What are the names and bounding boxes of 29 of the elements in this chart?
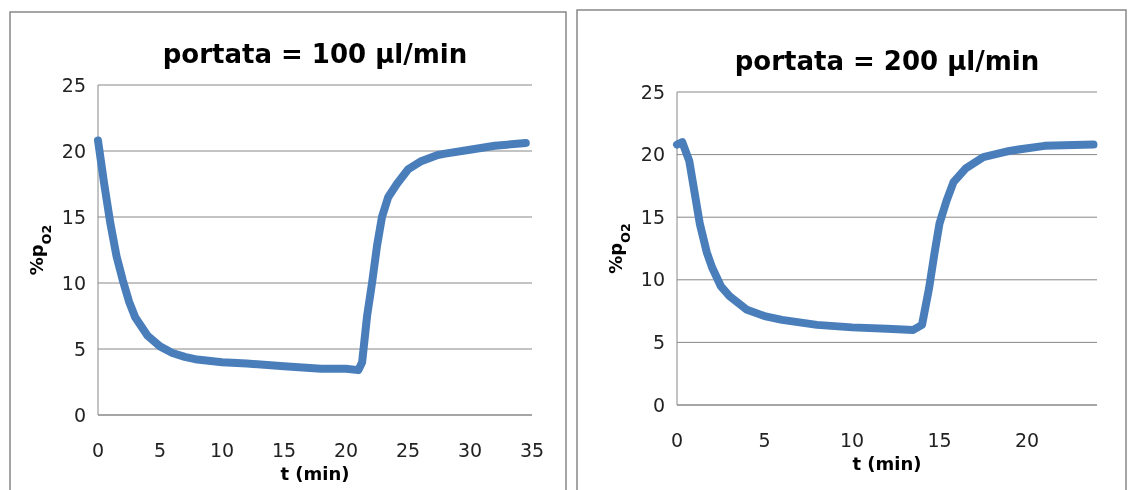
- x-tick-label: 15: [271, 438, 297, 461]
- x-tick-label: 20: [333, 438, 359, 461]
- y-tick-label: 0: [73, 403, 86, 426]
- y-tick-label: 15: [61, 205, 86, 228]
- x-tick-label: 0: [670, 428, 684, 451]
- x-tick-label: 0: [91, 438, 105, 461]
- x-tick-label: 5: [153, 438, 167, 461]
- x-tick-label: 15: [927, 428, 952, 451]
- x-axis-title: t (min): [280, 463, 350, 484]
- chart-title: portata = 100 µl/min: [162, 39, 468, 69]
- x-tick-label: 25: [395, 438, 421, 461]
- y-tick-label: 25: [640, 80, 665, 103]
- x-tick-label: 10: [839, 428, 865, 451]
- y-tick-label: 0: [652, 393, 665, 416]
- x-tick-label: 10: [209, 438, 235, 461]
- y-tick-label: 20: [640, 143, 665, 166]
- y-tick-label: 25: [61, 73, 86, 96]
- y-tick-label: 5: [652, 331, 665, 354]
- x-tick-label: 30: [457, 438, 483, 461]
- y-tick-label: 20: [61, 139, 86, 162]
- y-tick-label: 10: [640, 268, 665, 291]
- x-tick-label: 35: [519, 438, 545, 461]
- y-tick-label: 10: [61, 271, 86, 294]
- x-axis-title: t (min): [852, 453, 922, 474]
- y-tick-label: 5: [73, 337, 86, 360]
- x-tick-label: 5: [758, 428, 771, 451]
- chart-title: portata = 200 µl/min: [734, 46, 1040, 76]
- x-tick-label: 20: [1014, 428, 1040, 451]
- y-tick-label: 15: [640, 205, 665, 228]
